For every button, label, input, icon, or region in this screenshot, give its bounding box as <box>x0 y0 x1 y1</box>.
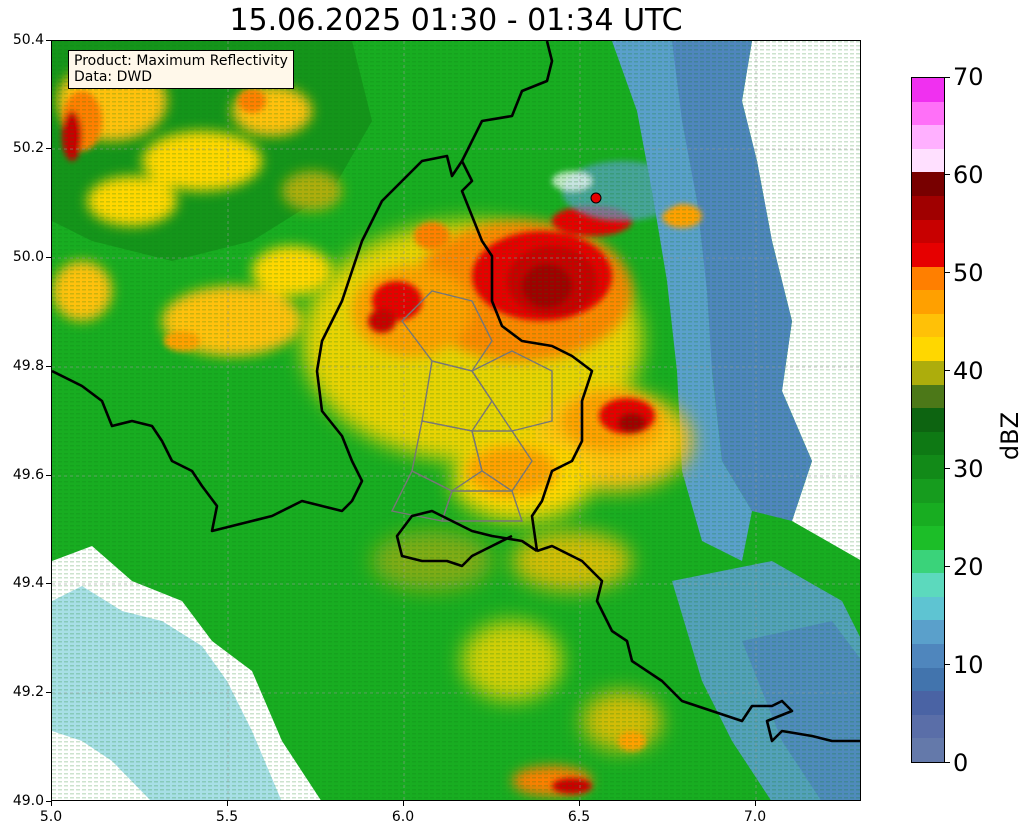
x-tick-label: 5.0 <box>39 809 63 825</box>
colorbar-segment <box>912 503 944 526</box>
radar-site-marker <box>590 192 602 204</box>
colorbar-segment <box>912 715 944 738</box>
colorbar-tick-mark <box>945 174 950 175</box>
map-title: 15.06.2025 01:30 - 01:34 UTC <box>229 3 683 38</box>
map-plot-area <box>51 40 861 801</box>
map-grid <box>52 41 860 800</box>
y-tick-mark <box>46 40 51 41</box>
colorbar-segment <box>912 668 944 691</box>
y-tick-mark <box>46 257 51 258</box>
y-tick-mark <box>46 148 51 149</box>
x-tick-mark <box>51 801 52 806</box>
x-tick-mark <box>403 801 404 806</box>
colorbar-tick-label: 70 <box>953 63 984 91</box>
colorbar-tick-label: 20 <box>953 553 984 581</box>
y-tick-label: 49.0 <box>12 793 44 809</box>
y-tick-mark <box>46 692 51 693</box>
country-borders <box>52 41 860 743</box>
colorbar-tick-mark <box>945 468 950 469</box>
x-tick-mark <box>755 801 756 806</box>
colorbar-tick-label: 10 <box>953 651 984 679</box>
colorbar-segment <box>912 526 944 550</box>
colorbar-segment <box>912 455 944 479</box>
colorbar-segment <box>912 479 944 503</box>
colorbar-segment <box>912 102 944 125</box>
product-info-box: Product: Maximum Reflectivity Data: DWD <box>68 50 294 89</box>
colorbar-segment <box>912 196 944 220</box>
colorbar-segment <box>912 243 944 267</box>
radar-reflectivity-layer <box>52 41 860 800</box>
colorbar-segment <box>912 691 944 715</box>
colorbar-segment <box>912 149 944 172</box>
radar-map-canvas <box>52 41 860 800</box>
colorbar-segment <box>912 550 944 573</box>
y-tick-mark <box>46 366 51 367</box>
colorbar-segment <box>912 290 944 314</box>
y-tick-label: 50.0 <box>12 249 44 265</box>
colorbar-tick-mark <box>945 272 950 273</box>
colorbar-tick-label: 50 <box>953 259 984 287</box>
colorbar-label: dBZ <box>996 411 1023 461</box>
colorbar-segment <box>912 738 944 762</box>
colorbar <box>911 77 945 763</box>
x-tick-mark <box>227 801 228 806</box>
y-tick-mark <box>46 475 51 476</box>
colorbar-segment <box>912 172 944 196</box>
colorbar-tick-mark <box>945 370 950 371</box>
colorbar-segment <box>912 267 944 290</box>
x-tick-label: 6.0 <box>391 809 415 825</box>
y-tick-label: 49.4 <box>12 575 44 591</box>
colorbar-segment <box>912 644 944 668</box>
colorbar-segment <box>912 125 944 149</box>
colorbar-segment <box>912 432 944 455</box>
y-tick-label: 49.6 <box>12 467 44 483</box>
colorbar-segment <box>912 337 944 361</box>
colorbar-segment <box>912 385 944 408</box>
colorbar-segment <box>912 220 944 243</box>
colorbar-segment <box>912 314 944 337</box>
colorbar-segment <box>912 620 944 644</box>
y-tick-mark <box>46 801 51 802</box>
x-tick-label: 7.0 <box>743 809 767 825</box>
x-tick-mark <box>579 801 580 806</box>
y-tick-mark <box>46 583 51 584</box>
data-source-label: Data: DWD <box>74 69 152 85</box>
colorbar-segment <box>912 408 944 432</box>
colorbar-tick-label: 40 <box>953 357 984 385</box>
colorbar-tick-mark <box>945 762 950 763</box>
colorbar-tick-label: 30 <box>953 455 984 483</box>
x-tick-label: 6.5 <box>567 809 591 825</box>
colorbar-tick-label: 60 <box>953 161 984 189</box>
colorbar-segment <box>912 597 944 620</box>
colorbar-tick-mark <box>945 664 950 665</box>
colorbar-tick-label: 0 <box>953 749 969 777</box>
product-label: Product: Maximum Reflectivity <box>74 53 288 69</box>
colorbar-tick-mark <box>945 566 950 567</box>
colorbar-segment <box>912 78 944 102</box>
y-tick-label: 49.8 <box>12 358 44 374</box>
x-tick-label: 5.5 <box>215 809 239 825</box>
colorbar-segment <box>912 361 944 385</box>
y-tick-label: 49.2 <box>12 684 44 700</box>
y-tick-label: 50.4 <box>12 32 44 48</box>
colorbar-tick-mark <box>945 77 950 78</box>
y-tick-label: 50.2 <box>12 140 44 156</box>
colorbar-segment <box>912 573 944 597</box>
